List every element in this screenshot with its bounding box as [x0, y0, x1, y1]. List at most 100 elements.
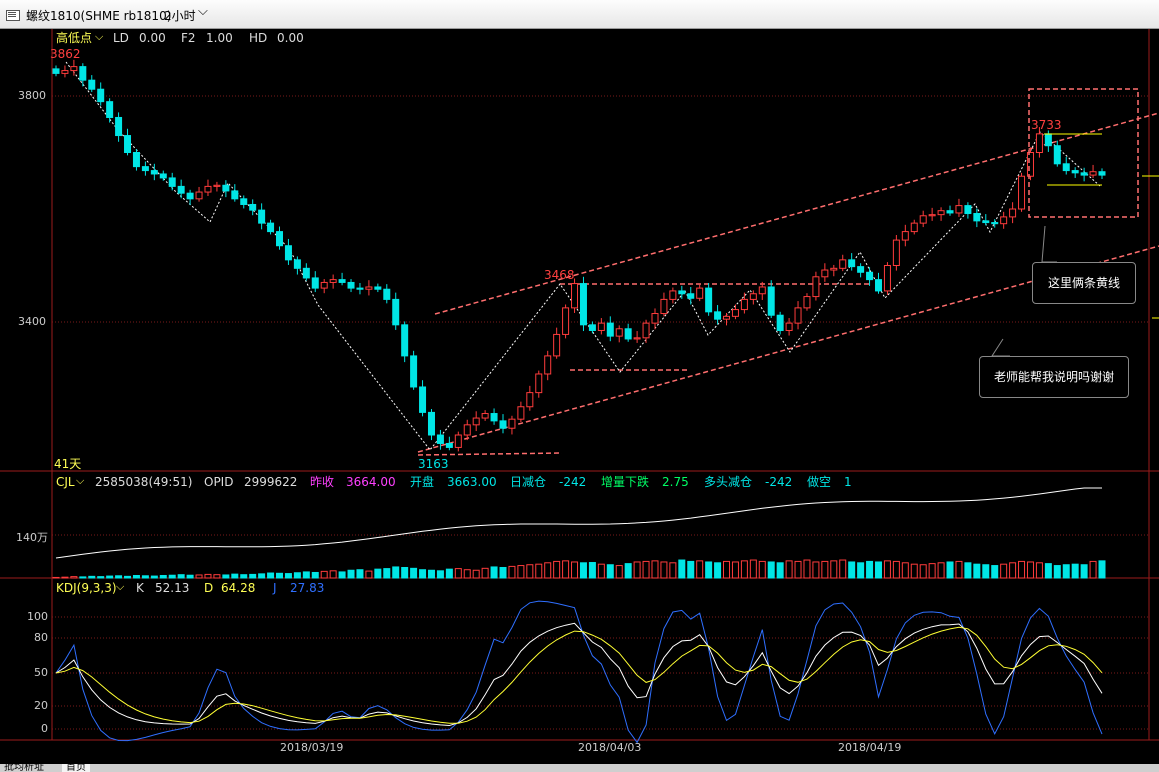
candle-down — [267, 222, 275, 233]
kdj-chevron-icon[interactable]: ⌵ — [116, 580, 125, 593]
menu-icon[interactable] — [6, 10, 20, 21]
candle-down — [499, 420, 507, 429]
candle-down — [946, 210, 954, 214]
volume-bar — [61, 576, 69, 579]
volume-bar — [839, 559, 847, 579]
candle-up — [1000, 216, 1008, 225]
volume-bar — [866, 560, 874, 579]
kdj-j-line — [55, 600, 1103, 744]
volume-bar — [651, 560, 659, 579]
volume-bar — [240, 574, 248, 579]
candle-down — [991, 222, 999, 225]
candle-down — [258, 209, 266, 224]
volume-bar — [427, 569, 435, 579]
candle-up — [454, 434, 462, 448]
period-selector[interactable]: 2小时 — [164, 9, 196, 23]
volume-bar — [1018, 560, 1026, 579]
volume-bar — [660, 561, 668, 579]
bottom-tab-home[interactable]: 首页 — [62, 764, 90, 772]
volume-bar — [776, 562, 784, 579]
hd-label: HD — [249, 31, 268, 45]
chevron-down-icon[interactable]: ⌵ — [198, 4, 208, 19]
candle-down — [141, 166, 149, 172]
volume-bar — [919, 564, 927, 579]
candle-down — [392, 298, 400, 326]
candle-up — [1089, 171, 1097, 176]
candle-up — [517, 406, 525, 420]
candle-up — [70, 66, 78, 72]
candle-up — [642, 322, 650, 339]
volume-tick: 140万 — [16, 531, 48, 544]
kdj-tick-0: 0 — [41, 722, 48, 735]
candle-up — [794, 307, 802, 324]
candle-down — [115, 116, 123, 137]
opid-value: 2999622 — [244, 475, 298, 489]
volume-bar — [973, 563, 981, 579]
volume-chevron-icon[interactable]: ⌵ — [76, 474, 85, 487]
candle-down — [705, 287, 713, 313]
indicator-chevron-icon[interactable]: ⌵ — [95, 30, 104, 43]
volume-bar — [723, 560, 731, 579]
candle-up — [883, 265, 891, 292]
kdj-tick-20: 20 — [34, 699, 48, 712]
callout-question: 老师能帮我说明吗谢谢 — [979, 356, 1129, 398]
prev-close-label: 昨收 — [310, 475, 335, 489]
volume-bar — [928, 563, 936, 579]
bottom-tab-analysis[interactable]: 批均析址 — [4, 764, 44, 772]
volume-bar — [329, 570, 337, 579]
candle-down — [445, 442, 453, 448]
volume-bar — [70, 576, 78, 579]
kdj-indicator-name[interactable]: KDJ(9,3,3) — [56, 581, 117, 595]
volume-bars — [52, 559, 1106, 579]
volume-bar — [678, 559, 686, 579]
candle-up — [669, 290, 677, 300]
volume-bar — [231, 573, 239, 579]
volume-bar — [606, 564, 614, 579]
volume-bar — [347, 569, 355, 579]
daily-oi-label: 日减仓 — [510, 475, 547, 489]
candle-down — [240, 198, 248, 205]
candlesticks — [52, 59, 1106, 452]
volume-bar — [374, 568, 382, 579]
volume-bar — [392, 566, 400, 579]
candle-up — [660, 298, 668, 315]
candle-up — [740, 298, 748, 311]
price-tick-3800: 3800 — [18, 89, 46, 102]
candle-up — [901, 231, 909, 241]
candle-down — [1062, 163, 1070, 172]
indicator-name[interactable]: 高低点 — [56, 31, 93, 45]
candle-up — [928, 214, 936, 217]
candle-up — [204, 185, 212, 193]
volume-bar — [955, 560, 963, 579]
k-value: 52.13 — [155, 581, 190, 595]
candle-down — [374, 286, 382, 290]
volume-bar — [642, 560, 650, 579]
long-reduce-value: -242 — [765, 475, 793, 489]
volume-bar — [222, 574, 230, 579]
days-label: 41天 — [54, 457, 82, 471]
volume-bar — [249, 573, 257, 579]
long-reduce-label: 多头减仓 — [704, 475, 753, 489]
candle-down — [177, 185, 185, 194]
candle-up — [937, 210, 945, 216]
mid-high-mark-label: 3468 — [544, 268, 575, 282]
candle-up — [544, 355, 552, 375]
candle-up — [955, 205, 963, 214]
volume-bar — [284, 573, 292, 579]
volume-bar — [97, 576, 105, 579]
volume-bar — [338, 571, 346, 579]
volume-bar — [1071, 563, 1079, 579]
candle-down — [186, 192, 194, 200]
volume-bar — [857, 562, 865, 579]
volume-bar — [982, 564, 990, 579]
volume-bar — [740, 560, 748, 579]
volume-indicator-name[interactable]: CJL — [56, 475, 75, 489]
volume-bar — [910, 563, 918, 579]
volume-bar — [106, 575, 114, 579]
candle-up — [749, 293, 757, 300]
volume-bar — [204, 573, 212, 579]
volume-bar — [472, 569, 480, 579]
k-label: K — [136, 581, 144, 595]
volume-bar — [749, 559, 757, 579]
volume-bar — [901, 562, 909, 579]
